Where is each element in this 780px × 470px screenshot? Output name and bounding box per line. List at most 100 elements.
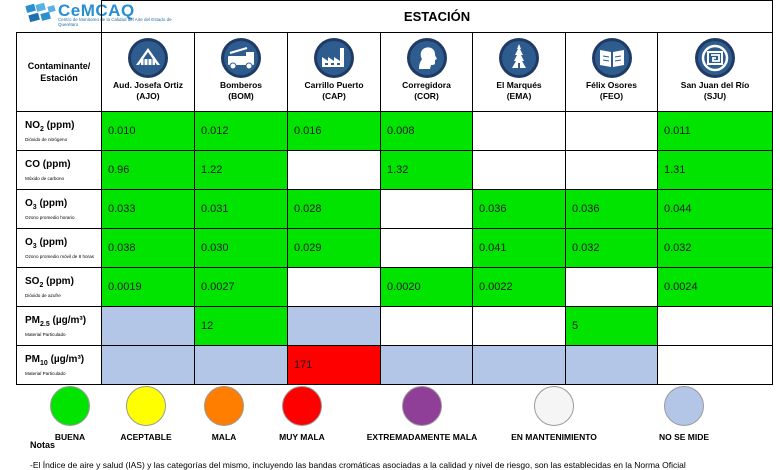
legend-swatch [126, 386, 166, 426]
pollutant-base: SO [25, 275, 40, 287]
station-header-cor: Corregidora (COR) [380, 32, 473, 112]
table-row: O3 (ppm) Ozono promedio móvil de 8 horas 0… [16, 228, 774, 268]
pollutant-label: O3 (ppm) Ozono promedio horario [16, 189, 102, 229]
building-icon [128, 38, 168, 78]
value-cell: 0.033 [101, 189, 195, 229]
pollutant-subscript: 2 [39, 281, 44, 289]
value-cell [380, 306, 473, 346]
pollutant-description: Dióxido de nitrógeno [25, 136, 68, 142]
value-cell [194, 345, 288, 385]
station-name: San Juan del Río [680, 80, 750, 90]
value-cell [380, 189, 473, 229]
corner-line-1: Contaminante/ [27, 61, 91, 71]
air-quality-table: ESTACIÓN Contaminante/ Estación Aud. Jos… [16, 0, 774, 385]
value-cell: 0.96 [101, 150, 195, 190]
legend-item: EN MANTENIMIENTO [494, 386, 614, 442]
table-row: PM2.5 (µg/m³) Material Particulado 12 5 [16, 306, 774, 346]
legend-swatch [402, 386, 442, 426]
notes-title: Notas [30, 440, 56, 450]
value-cell [565, 111, 658, 151]
legend-label: MUY MALA [279, 432, 325, 442]
logo-mark-icon [25, 2, 56, 23]
legend-label: NO SE MIDE [658, 432, 710, 442]
pollutant-description: Ozono promedio horario [25, 214, 75, 220]
station-name: Corregidora [402, 80, 451, 90]
profile-silhouette-icon [406, 38, 447, 78]
station-header-cap: Carrillo Puerto (CAP) [287, 32, 381, 112]
pollutant-subscript: 3 [32, 242, 37, 250]
value-cell [565, 345, 658, 385]
station-header-bom: Bomberos (BOM) [194, 32, 288, 112]
pollutant-subscript: 2.5 [40, 320, 50, 328]
pollutant-label: O3 (ppm) Ozono promedio móvil de 8 horas [16, 228, 102, 268]
legend-label: BUENA [54, 432, 86, 442]
pollutant-subscript: 2 [40, 125, 44, 133]
station-name: Félix Osores [585, 80, 638, 90]
pollutant-unit: (ppm) [43, 275, 74, 287]
value-cell: 0.012 [194, 111, 288, 151]
open-book-icon [591, 38, 632, 78]
legend-swatch [204, 386, 244, 426]
station-header-sju: San Juan del Río (SJU) [656, 32, 774, 112]
value-cell: 0.0019 [101, 267, 195, 307]
legend-item: EXTREMADAMENTE MALA [362, 386, 482, 442]
value-cell [472, 150, 566, 190]
legend-label: EN MANTENIMIENTO [511, 432, 597, 442]
value-cell: 0.010 [101, 111, 195, 151]
station-code: (AJO) [136, 91, 160, 101]
pollutant-base: PM [25, 314, 40, 326]
value-cell: 0.0027 [194, 267, 288, 307]
pollutant-subscript: 3 [32, 203, 37, 211]
value-cell: 0.0024 [656, 267, 774, 307]
pollutant-base: O [25, 236, 33, 248]
pollutant-description: Dióxido de azufre [25, 292, 61, 298]
pollutant-label: CO (ppm) Móxido de carbono [16, 150, 102, 190]
pollutant-base: O [25, 197, 33, 209]
value-cell [656, 306, 774, 346]
value-cell: 0.036 [565, 189, 658, 229]
pollutant-name: PM2.5 (µg/m³) [25, 315, 101, 331]
value-cell [472, 345, 566, 385]
station-code: (SJU) [703, 91, 727, 101]
value-cell [380, 345, 473, 385]
pollutant-label: PM10 (µg/m³) Material Particulado [16, 345, 102, 385]
value-cell: 0.038 [101, 228, 195, 268]
value-cell [565, 267, 658, 307]
value-cell: 1.22 [194, 150, 288, 190]
pollutant-subscript: 10 [40, 359, 48, 367]
legend-swatch [664, 386, 704, 426]
corner-header: Contaminante/ Estación [16, 32, 102, 112]
legend-item: BUENA [10, 386, 130, 442]
legend-item: ACEPTABLE [86, 386, 206, 442]
pollutant-description: Material Particulado [25, 331, 66, 337]
station-code: (FEO) [599, 91, 624, 101]
legend-swatch [534, 386, 574, 426]
value-cell: 12 [194, 306, 288, 346]
legend-label: ACEPTABLE [120, 432, 172, 442]
legend-item: MUY MALA [242, 386, 362, 442]
pollutant-name: O3 (ppm) [25, 198, 101, 214]
value-cell: 0.030 [194, 228, 288, 268]
value-cell: 0.044 [656, 189, 774, 229]
station-name: El Marqués [496, 80, 542, 90]
table-title: ESTACIÓN [100, 0, 774, 33]
value-cell: 0.032 [565, 228, 658, 268]
value-cell: 0.028 [287, 189, 381, 229]
station-code: (CAP) [322, 91, 346, 101]
table-row: SO2 (ppm) Dióxido de azufre 0.0019 0.0027 0.… [16, 267, 774, 307]
fire-truck-icon [221, 38, 261, 78]
pollutant-base: CO [25, 158, 40, 170]
value-cell [565, 150, 658, 190]
value-cell: 0.016 [287, 111, 381, 151]
value-cell: 0.029 [287, 228, 381, 268]
pollutant-unit: (ppm) [36, 197, 68, 209]
value-cell [472, 111, 566, 151]
emblem-icon [695, 38, 736, 78]
factory-icon [314, 38, 354, 78]
table-row: CO (ppm) Móxido de carbono 0.96 1.22 1.32 1.3… [16, 150, 774, 190]
value-cell: 0.031 [194, 189, 288, 229]
value-cell [287, 306, 381, 346]
value-cell: 0.011 [656, 111, 774, 151]
station-code: (EMA) [506, 91, 532, 101]
pollutant-label: NO2 (ppm) Dióxido de nitrógeno [16, 111, 102, 151]
